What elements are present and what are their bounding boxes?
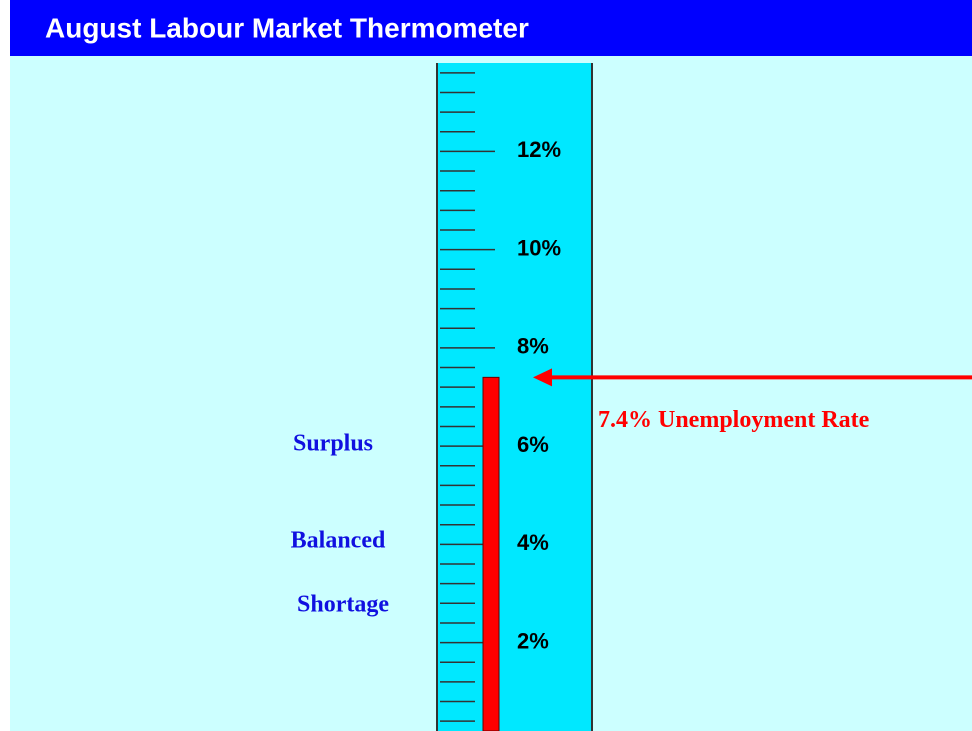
y-tick-label: 4% — [517, 530, 549, 555]
zone-label: Surplus — [293, 431, 373, 457]
chart-title: August Labour Market Thermometer — [45, 12, 529, 43]
y-tick-label: 10% — [517, 235, 561, 260]
arrow-head — [533, 368, 552, 387]
y-tick-label: 12% — [517, 137, 561, 162]
y-tick-label: 6% — [517, 432, 549, 457]
thermometer-tube — [437, 63, 592, 731]
y-tick-label: 8% — [517, 334, 549, 359]
value-label: 7.4% Unemployment Rate — [598, 407, 870, 433]
y-tick-label: 2% — [517, 628, 549, 653]
mercury-bar — [482, 376, 500, 731]
title-bar — [10, 0, 972, 56]
zone-label: Shortage — [297, 592, 389, 618]
zone-label: Balanced — [291, 528, 386, 554]
